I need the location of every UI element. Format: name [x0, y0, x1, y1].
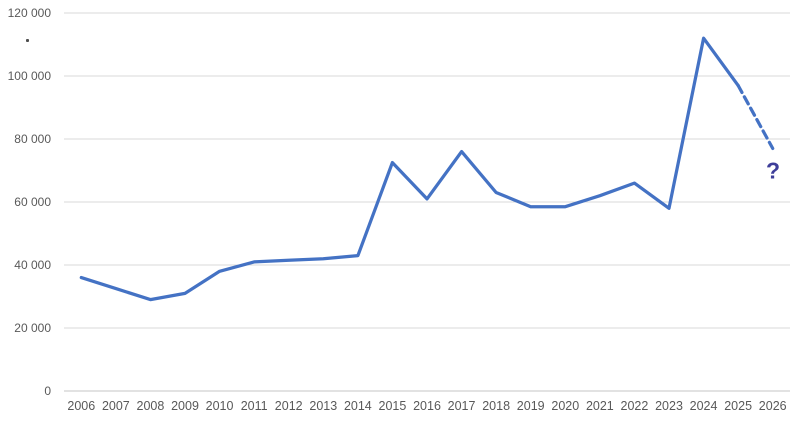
y-axis-tick-label: 40 000	[14, 258, 51, 272]
x-axis-tick-label: 2024	[690, 399, 718, 413]
x-axis-tick-label: 2015	[379, 399, 407, 413]
x-axis-tick-label: 2006	[67, 399, 95, 413]
y-axis-tick-label: 100 000	[8, 69, 52, 83]
x-axis-tick-label: 2011	[241, 399, 268, 413]
x-axis-tick-label: 2010	[206, 399, 234, 413]
y-axis-tick-label: 20 000	[14, 321, 51, 335]
x-axis-tick-label: 2019	[517, 399, 545, 413]
forecast-question-mark: ?	[765, 157, 781, 184]
x-axis-tick-label: 2013	[309, 399, 337, 413]
y-axis-tick-label: 80 000	[14, 132, 51, 146]
x-axis-tick-label: 2025	[724, 399, 752, 413]
y-axis-tick-label: 0	[44, 384, 51, 398]
x-axis-tick-label: 2020	[551, 399, 579, 413]
stray-dot	[26, 39, 29, 42]
x-axis-tick-label: 2017	[448, 399, 476, 413]
x-axis-tick-label: 2018	[482, 399, 510, 413]
x-axis-tick-label: 2008	[137, 399, 165, 413]
x-axis-tick-label: 2026	[759, 399, 787, 413]
x-axis-tick-label: 2023	[655, 399, 683, 413]
y-axis-tick-label: 60 000	[14, 195, 51, 209]
x-axis-tick-label: 2021	[586, 399, 614, 413]
series-line-historical	[79, 36, 740, 302]
series-line-forecast	[736, 83, 775, 151]
x-axis-tick-label: 2022	[621, 399, 649, 413]
x-axis-tick-label: 2014	[344, 399, 372, 413]
x-axis-tick-label: 2007	[102, 399, 130, 413]
x-axis-tick-label: 2016	[413, 399, 441, 413]
x-axis-tick-label: 2012	[275, 399, 303, 413]
y-axis-tick-label: 120 000	[8, 6, 52, 20]
x-axis-tick-label: 2009	[171, 399, 199, 413]
